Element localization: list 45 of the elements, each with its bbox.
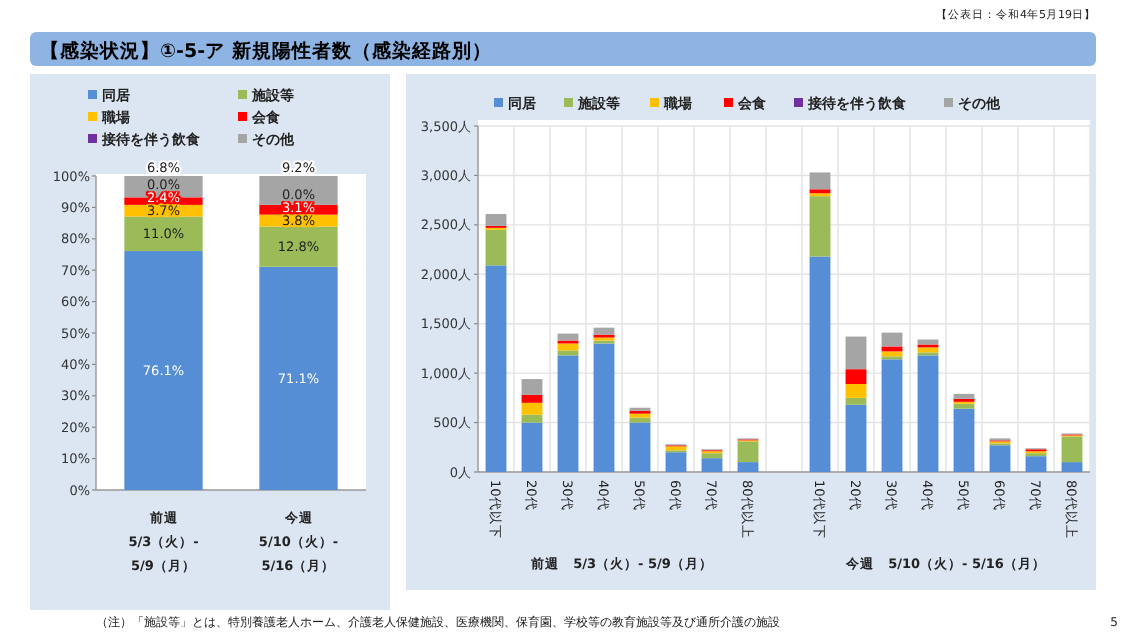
bar: [521, 414, 543, 423]
bar: [485, 229, 507, 266]
bar: [845, 336, 867, 370]
bar: [737, 462, 759, 472]
bar: [917, 347, 939, 353]
bar: [701, 453, 723, 459]
bar: [845, 384, 867, 398]
bar: [809, 256, 831, 472]
bar: [917, 355, 939, 472]
chart-title: 【感染状況】①-5-ア 新規陽性者数（感染経路別）: [40, 39, 492, 63]
bar: [557, 343, 579, 351]
bar: [629, 422, 651, 472]
bar: [737, 441, 759, 463]
bar: [989, 445, 1011, 472]
bar: [665, 452, 687, 472]
bar: [845, 397, 867, 405]
bar: [557, 350, 579, 356]
bar: [953, 403, 975, 409]
bar: [593, 343, 615, 472]
bar: [881, 351, 903, 357]
bar: [557, 333, 579, 341]
bar: [629, 417, 651, 423]
bar: [593, 327, 615, 335]
bar: [521, 394, 543, 403]
bar: [845, 404, 867, 472]
bar: [1061, 436, 1083, 463]
bar: [521, 402, 543, 415]
bar: [881, 346, 903, 352]
bar: [485, 213, 507, 226]
bar: [701, 458, 723, 472]
bar: [521, 422, 543, 472]
bar: [259, 266, 338, 490]
bar: [845, 369, 867, 385]
bar: [881, 359, 903, 472]
bar: [809, 196, 831, 257]
bar: [521, 379, 543, 395]
bar: [1061, 462, 1083, 472]
bar: [809, 172, 831, 190]
bar: [557, 355, 579, 472]
bar: [953, 393, 975, 399]
bar: [485, 265, 507, 472]
bar: [953, 408, 975, 472]
bar: [1025, 456, 1047, 472]
bar: [124, 251, 203, 490]
bar: [881, 332, 903, 347]
